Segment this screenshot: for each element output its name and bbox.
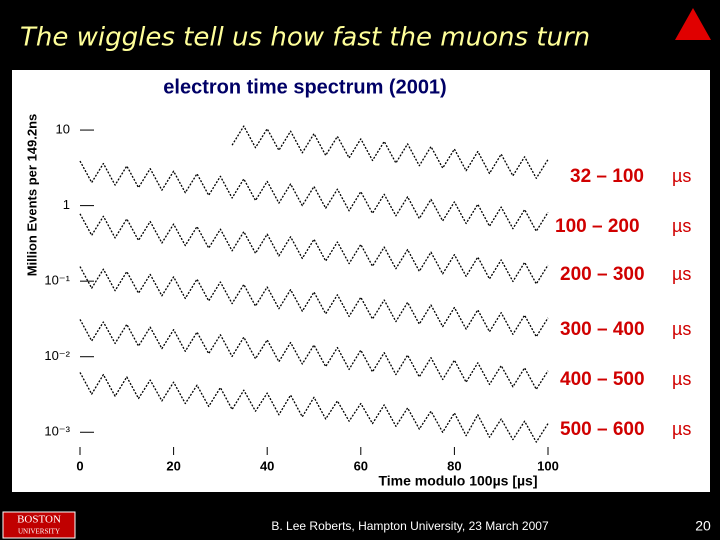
logo-text: UNIVERSITY xyxy=(18,528,60,536)
legend-unit: µs xyxy=(672,319,691,339)
y-tick-label: 1 xyxy=(63,197,70,212)
chart-title: electron time spectrum (2001) xyxy=(163,76,446,98)
slide-title: The wiggles tell us how fast the muons t… xyxy=(20,23,590,53)
legend-label: 100 – 200 xyxy=(555,216,640,237)
series-line xyxy=(231,125,549,179)
legend-unit: µs xyxy=(672,166,691,186)
y-tick-label: 10⁻¹ xyxy=(44,273,70,288)
y-tick-label: 10⁻² xyxy=(44,348,70,363)
x-tick-label: 60 xyxy=(354,458,368,473)
footer: B. Lee Roberts, Hampton University, 23 M… xyxy=(271,519,549,533)
y-axis-title: Million Events per 149.2ns xyxy=(24,114,39,277)
legend-label: 400 – 500 xyxy=(560,369,645,390)
x-tick-label: 80 xyxy=(447,458,461,473)
legend-label: 300 – 400 xyxy=(560,319,645,340)
legend-label: 32 – 100 xyxy=(570,166,644,187)
legend-label: 200 – 300 xyxy=(560,264,645,285)
logo xyxy=(2,511,76,539)
plot-panel xyxy=(12,70,710,492)
x-tick-label: 20 xyxy=(166,458,180,473)
x-tick-label: 0 xyxy=(76,458,83,473)
series-line xyxy=(79,160,549,232)
x-axis-title: Time modulo 100µs [µs] xyxy=(378,473,537,489)
y-tick-label: 10⁻³ xyxy=(44,424,70,439)
legend-unit: µs xyxy=(672,419,691,439)
nav-triangle[interactable] xyxy=(675,8,711,40)
y-tick-label: 10 xyxy=(56,122,70,137)
legend-label: 500 – 600 xyxy=(560,419,645,440)
series-line xyxy=(79,319,549,390)
legend-unit: µs xyxy=(672,264,691,284)
x-tick-label: 100 xyxy=(537,458,559,473)
legend-unit: µs xyxy=(672,369,691,389)
page-number: 20 xyxy=(695,518,711,534)
x-tick-label: 40 xyxy=(260,458,274,473)
logo-text: BOSTON xyxy=(17,514,61,526)
series-line xyxy=(79,372,549,443)
legend-unit: µs xyxy=(672,216,691,236)
